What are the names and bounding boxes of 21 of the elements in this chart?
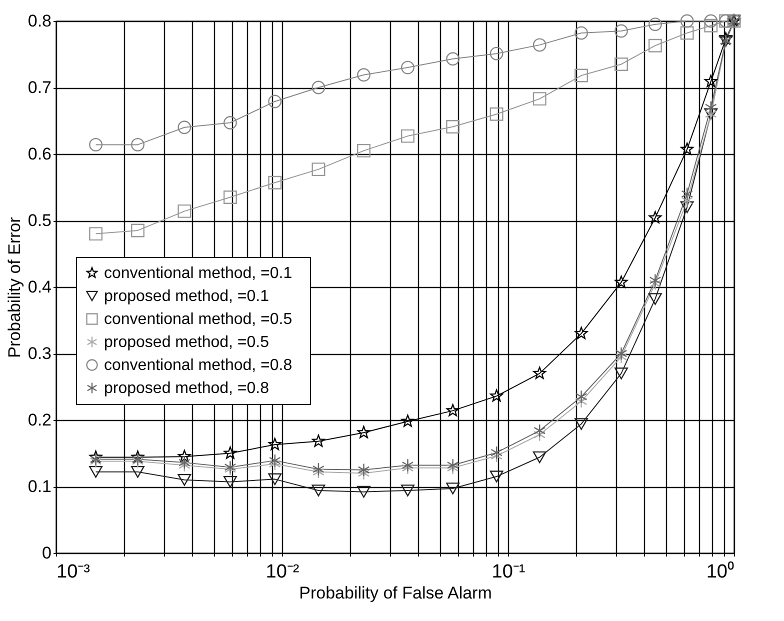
legend-label: proposed method, =0.1 xyxy=(104,288,270,305)
legend-label: conventional method, =0.5 xyxy=(104,311,292,328)
x-tick-label: 10⁻¹ xyxy=(492,562,526,582)
y-axis-title: Probability of Error xyxy=(4,216,24,358)
y-tick-label: 0.4 xyxy=(28,278,52,296)
legend-label: conventional method, =0.1 xyxy=(104,265,292,282)
x-tick-label: 10⁻² xyxy=(266,562,300,582)
legend-label: proposed method, =0.8 xyxy=(104,380,270,397)
x-axis-title: Probability of False Alarm xyxy=(299,584,492,602)
x-tick-label: 10⁻³ xyxy=(56,562,90,582)
y-tick-label: 0 xyxy=(42,544,52,562)
y-tick-label: 0.8 xyxy=(28,12,52,30)
legend-label: conventional method, =0.8 xyxy=(104,357,292,374)
y-tick-label: 0.2 xyxy=(28,410,52,430)
y-tick-label: 0.5 xyxy=(28,211,52,230)
y-tick-label: 0.7 xyxy=(28,78,52,97)
y-tick-label: 0.6 xyxy=(28,144,52,164)
y-tick-label: 0.3 xyxy=(28,344,52,363)
x-tick-label: 10⁰ xyxy=(706,560,734,582)
y-tick-label: 0.1 xyxy=(28,477,52,496)
legend-label: proposed method, =0.5 xyxy=(104,334,270,351)
